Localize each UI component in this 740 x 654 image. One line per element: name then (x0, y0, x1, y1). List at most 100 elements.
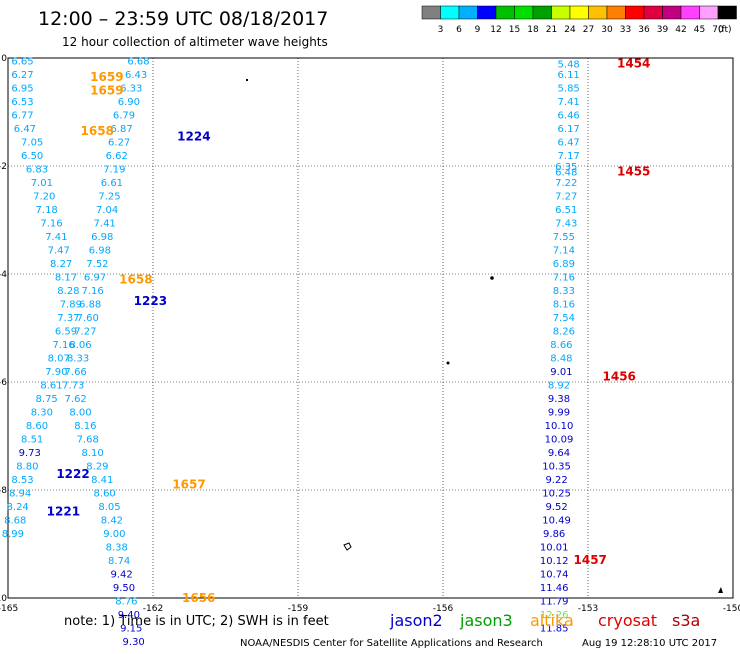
y-tick-label: -10 (0, 594, 7, 604)
wave-height-value: 7.16 (553, 273, 575, 284)
wave-height-value: 8.38 (106, 543, 128, 554)
wave-height-value: 6.97 (84, 273, 106, 284)
island-markers (246, 79, 723, 593)
wave-height-value: 5.85 (558, 84, 580, 95)
color-scale-swatch (680, 5, 700, 20)
wave-height-value: 7.17 (558, 151, 580, 162)
wave-height-value: 8.07 (48, 354, 70, 365)
wave-height-value: 10.01 (540, 543, 569, 554)
color-scale-swatch (440, 5, 460, 20)
color-scale-swatch (551, 5, 571, 20)
color-scale-label: 39 (657, 25, 669, 35)
wave-height-value: 8.48 (550, 354, 572, 365)
color-scale-swatch (569, 5, 589, 20)
wave-height-value: 7.27 (74, 327, 96, 338)
wave-height-value: 8.76 (115, 597, 137, 608)
wave-height-value: 6.17 (558, 124, 580, 135)
pass-time-label: 1658 (81, 124, 114, 138)
wave-height-value: 6.35 (555, 162, 577, 173)
color-scale-label: 45 (694, 25, 705, 35)
wave-height-value: 8.61 (40, 381, 62, 392)
wave-height-value: 7.16 (81, 286, 103, 297)
wave-height-value: 8.92 (548, 381, 570, 392)
wave-height-value: 7.37 (57, 313, 79, 324)
satellite-legend: jason2 jason3 altika cryosat s3a (389, 611, 700, 630)
wave-height-value: 10.09 (545, 435, 574, 446)
wave-height-value: 8.27 (50, 259, 72, 270)
wave-height-value: 7.22 (555, 178, 577, 189)
x-tick-label: -162 (143, 604, 163, 614)
wave-height-value: 6.90 (118, 97, 140, 108)
pass-time-label: 1657 (172, 478, 205, 492)
color-scale-swatch (477, 5, 497, 20)
color-scale-label: 15 (509, 25, 520, 35)
wave-height-value: 9.01 (550, 367, 572, 378)
wave-height-value: 8.94 (9, 489, 31, 500)
wave-height-value: 9.15 (120, 624, 142, 635)
color-scale-label: 27 (583, 25, 594, 35)
page-title: 12:00 – 23:59 UTC 08/18/2017 (38, 8, 328, 30)
pass-time-label: 1456 (603, 370, 636, 384)
wave-height-value: 9.86 (543, 529, 565, 540)
wave-height-value: 6.47 (558, 138, 580, 149)
wave-height-value: 11.46 (540, 583, 569, 594)
wave-height-value: 7.66 (65, 367, 87, 378)
wave-height-value: 6.48 (555, 167, 577, 178)
color-scale-label: 24 (564, 25, 576, 35)
wave-height-value: 8.33 (67, 354, 89, 365)
wave-height-value: 8.66 (550, 340, 572, 351)
wave-height-value: 8.74 (108, 556, 130, 567)
wave-height-value: 7.16 (52, 340, 74, 351)
wave-height-value: 9.22 (545, 475, 567, 486)
wave-height-value: 6.11 (558, 70, 580, 81)
track-right: 5.486.11 5.85 7.41 6.46 6.17 6.47 7.176.356.48… (540, 56, 651, 634)
wave-height-value: 10.35 (542, 462, 571, 473)
wave-height-value: 6.88 (79, 300, 101, 311)
y-tick-label: -6 (0, 378, 7, 388)
y-tick-label: -4 (0, 270, 7, 280)
wave-height-value: 6.98 (89, 246, 111, 257)
wave-height-value: 7.01 (31, 178, 53, 189)
pass-time-label: 1223 (134, 294, 167, 308)
wave-height-value: 8.05 (98, 502, 120, 513)
footer-note: note: 1) Time is in UTC; 2) SWH is in fe… (64, 614, 329, 629)
wave-height-value: 8.51 (21, 435, 43, 446)
wave-height-value: 8.28 (57, 286, 79, 297)
wave-height-value: 8.53 (11, 475, 33, 486)
wave-height-value: 8.16 (553, 300, 575, 311)
island-outline (718, 587, 723, 593)
wave-height-value: 9.73 (19, 448, 41, 459)
pass-time-label: 1221 (47, 505, 80, 519)
island-dot (246, 79, 248, 81)
wave-height-value: 10.12 (540, 556, 569, 567)
wave-height-value: 6.95 (11, 84, 33, 95)
color-scale-label: 6 (456, 25, 462, 35)
color-scale-swatch (699, 5, 719, 20)
color-scale-swatch (514, 5, 534, 20)
wave-height-value: 6.27 (108, 138, 130, 149)
wave-height-value: 6.62 (106, 151, 128, 162)
color-scale-swatch (588, 5, 608, 20)
pass-time-label: 1454 (617, 56, 650, 70)
wave-height-value: 6.27 (11, 70, 33, 81)
wave-height-value: 8.10 (81, 448, 103, 459)
legend-cryosat: cryosat (598, 611, 657, 630)
wave-height-value: 7.18 (36, 205, 58, 216)
wave-height-value: 6.98 (91, 232, 113, 243)
wave-height-value: 7.41 (558, 97, 580, 108)
wave-height-value: 6.46 (558, 111, 580, 122)
color-scale-label: 3 (438, 25, 444, 35)
wave-height-value: 7.20 (33, 192, 55, 203)
wave-height-value: 11.79 (540, 597, 569, 608)
wave-height-value: 6.77 (11, 111, 33, 122)
wave-height-value: 9.42 (110, 570, 132, 581)
wave-height-value: 9.99 (548, 408, 570, 419)
color-scale-label: 18 (527, 25, 539, 35)
wave-height-value: 6.43 (125, 70, 147, 81)
wave-height-value: 7.52 (86, 259, 108, 270)
wave-height-value: 9.50 (113, 583, 135, 594)
wave-height-value: 10.25 (542, 489, 571, 500)
wave-height-value: 7.62 (65, 394, 87, 405)
color-scale-swatch (421, 5, 441, 20)
wave-height-value: 9.40 (118, 610, 140, 621)
